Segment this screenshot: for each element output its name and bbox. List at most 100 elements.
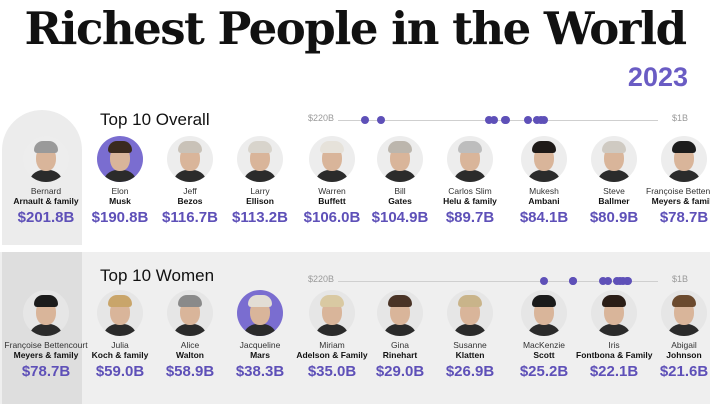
clothing-shape xyxy=(667,170,701,182)
person-last-name: Bezos xyxy=(177,196,203,206)
person-last-name: Ballmer xyxy=(598,196,630,206)
clothing-shape xyxy=(667,324,701,336)
net-worth-label: $21.6B xyxy=(659,363,709,380)
net-worth-label: $190.8B xyxy=(91,209,149,226)
person-first-name: Carlos Slim xyxy=(448,186,492,196)
net-worth-dot xyxy=(502,116,511,124)
net-worth-dot xyxy=(484,116,493,124)
net-worth-label: $58.9B xyxy=(165,363,215,380)
portrait-avatar xyxy=(167,290,213,336)
hair-shape xyxy=(458,295,482,307)
person-last-name: Ambani xyxy=(528,196,560,206)
clothing-shape xyxy=(453,170,487,182)
hair-shape xyxy=(672,295,696,307)
person-card: Susanne Klatten $26.9B xyxy=(432,290,508,380)
person-card: Jacqueline Mars $38.3B xyxy=(222,290,298,380)
net-worth-label: $78.7B xyxy=(659,209,709,226)
portrait-avatar xyxy=(591,290,637,336)
person-last-name: Johnson xyxy=(666,350,702,360)
person-last-name: Adelson & Family xyxy=(296,350,368,360)
hair-shape xyxy=(34,141,58,153)
net-worth-label: $78.7B xyxy=(21,363,71,380)
person-first-name: Iris xyxy=(608,340,620,350)
person-first-name: Bill xyxy=(394,186,406,196)
net-worth-label: $116.7B xyxy=(162,209,218,226)
hair-shape xyxy=(388,295,412,307)
net-worth-dot xyxy=(604,277,613,285)
person-last-name: Walton xyxy=(175,350,204,360)
net-worth-label: $38.3B xyxy=(235,363,285,380)
hair-shape xyxy=(108,295,132,307)
person-first-name: Miriam xyxy=(319,340,345,350)
person-last-name: Klatten xyxy=(455,350,485,360)
portrait-avatar xyxy=(447,136,493,182)
portrait-avatar xyxy=(23,290,69,336)
person-last-name: Fontbona & Family xyxy=(576,350,653,360)
clothing-shape xyxy=(103,324,137,336)
person-card: Iris Fontbona & Family $22.1B xyxy=(576,290,653,380)
net-worth-label: $113.2B xyxy=(232,209,288,226)
person-card: MacKenzie Scott $25.2B xyxy=(506,290,582,380)
hair-shape xyxy=(178,295,202,307)
clothing-shape xyxy=(243,170,277,182)
clothing-shape xyxy=(597,170,631,182)
person-last-name: Meyers & family xyxy=(13,350,79,360)
portrait-avatar xyxy=(97,290,143,336)
clothing-shape xyxy=(597,324,631,336)
overall-scale-track: $220B $1B xyxy=(308,113,688,127)
person-card: Warren Buffett $106.0B xyxy=(294,136,370,226)
portrait-avatar xyxy=(237,136,283,182)
net-worth-label: $80.9B xyxy=(589,209,639,226)
hair-shape xyxy=(532,295,556,307)
portrait-avatar xyxy=(237,290,283,336)
hair-shape xyxy=(532,141,556,153)
hair-shape xyxy=(602,295,626,307)
portrait-avatar xyxy=(167,136,213,182)
net-worth-label: $29.0B xyxy=(375,363,425,380)
person-last-name: Koch & family xyxy=(91,350,149,360)
clothing-shape xyxy=(315,324,349,336)
portrait-avatar xyxy=(309,136,355,182)
net-worth-label: $25.2B xyxy=(519,363,569,380)
hair-shape xyxy=(178,141,202,153)
net-worth-label: $59.0B xyxy=(95,363,145,380)
person-last-name: Ellison xyxy=(246,196,274,206)
net-worth-label: $22.1B xyxy=(589,363,639,380)
clothing-shape xyxy=(103,170,137,182)
portrait-avatar xyxy=(591,136,637,182)
net-worth-dot xyxy=(618,277,627,285)
hair-shape xyxy=(320,295,344,307)
person-first-name: Alice xyxy=(180,340,200,350)
portrait-avatar xyxy=(521,290,567,336)
scale-max-label: $220B xyxy=(308,274,335,284)
person-last-name: Arnault & family xyxy=(13,196,79,206)
clothing-shape xyxy=(315,170,349,182)
section-heading-overall-text: Top 10 Overall xyxy=(100,110,210,129)
person-first-name: Gina xyxy=(391,340,409,350)
person-first-name: Bernard xyxy=(30,186,62,196)
net-worth-dot xyxy=(360,116,369,124)
portrait-avatar xyxy=(447,290,493,336)
clothing-shape xyxy=(29,170,63,182)
person-last-name: Buffett xyxy=(318,196,346,206)
hair-shape xyxy=(672,141,696,153)
hair-shape xyxy=(248,295,272,307)
page-title: Richest People in the World xyxy=(24,2,687,55)
scale-max-label: $220B xyxy=(308,113,335,123)
portrait-avatar xyxy=(661,290,707,336)
person-first-name: Larry xyxy=(250,186,270,196)
person-first-name: Warren xyxy=(318,186,346,196)
net-worth-label: $104.9B xyxy=(371,209,429,226)
scale-min-label: $1B xyxy=(671,274,688,284)
person-card: Elon Musk $190.8B xyxy=(82,136,158,226)
hair-shape xyxy=(458,141,482,153)
person-card: Alice Walton $58.9B xyxy=(152,290,228,380)
person-card: Jeff Bezos $116.7B xyxy=(152,136,228,226)
person-card: Bernard Arnault & family $201.8B xyxy=(4,136,88,226)
person-card: Julia Koch & family $59.0B xyxy=(82,290,158,380)
hair-shape xyxy=(320,141,344,153)
hair-shape xyxy=(388,141,412,153)
year-label: 2023 xyxy=(627,62,688,92)
